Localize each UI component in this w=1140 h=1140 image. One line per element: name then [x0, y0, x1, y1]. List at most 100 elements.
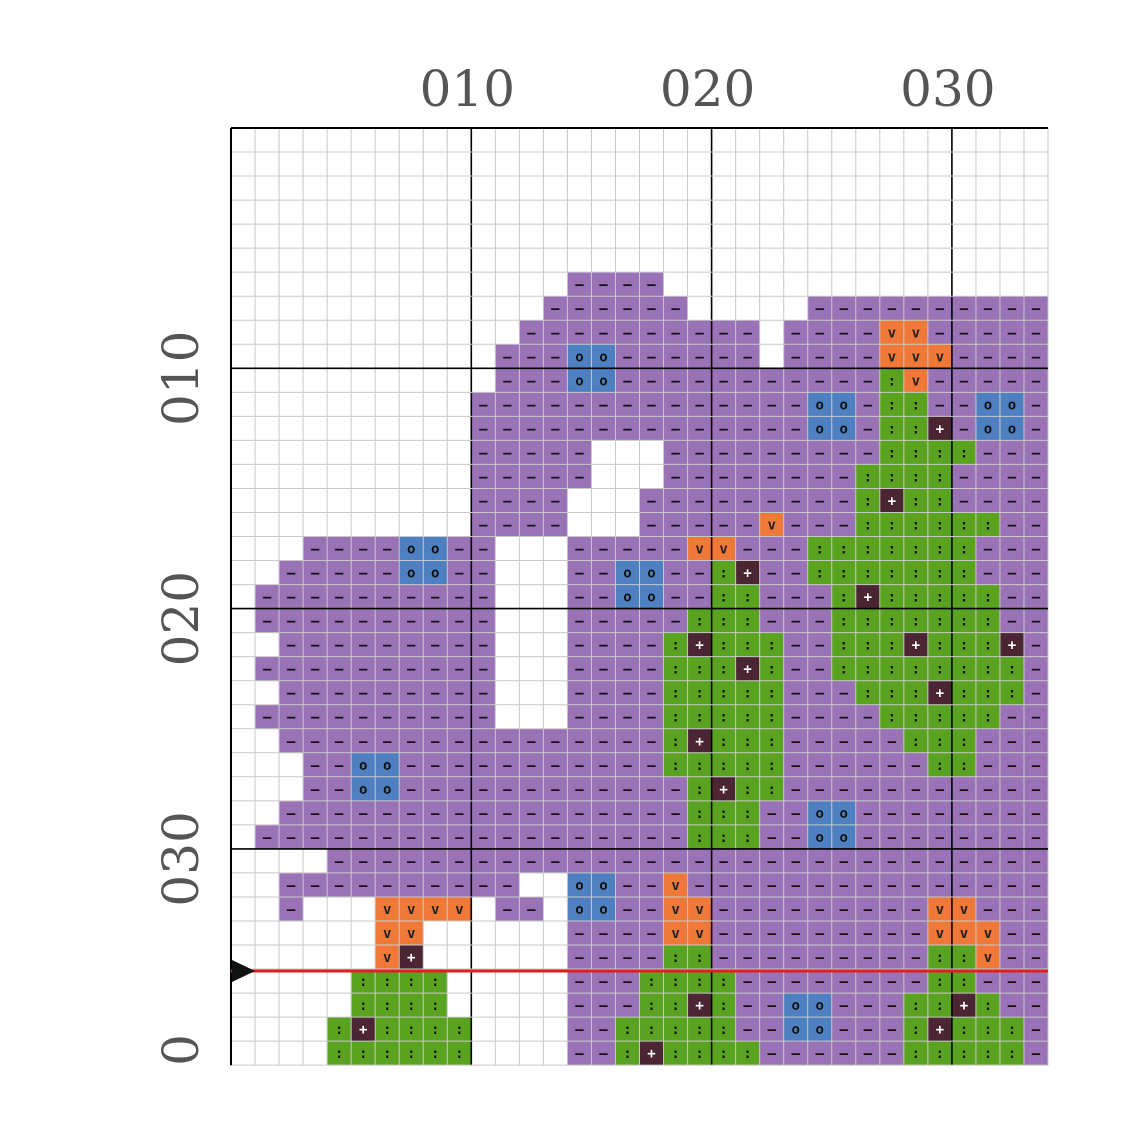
stitch-symbol: – — [960, 373, 969, 389]
stitch-purple — [759, 416, 784, 441]
stitch-purple — [807, 368, 832, 393]
stitch-symbol: – — [335, 686, 344, 702]
stitch-purple — [303, 584, 328, 609]
stitch-purple — [567, 752, 592, 777]
stitch-symbol: – — [984, 758, 993, 774]
stitch-symbol: : — [695, 1022, 703, 1038]
stitch-symbol: – — [767, 421, 776, 437]
stitch-symbol: – — [431, 590, 440, 606]
stitch-purple — [1023, 584, 1049, 609]
stitch-symbol: – — [551, 493, 560, 509]
stitch-symbol: : — [936, 445, 944, 461]
stitch-symbol: : — [984, 1046, 992, 1062]
stitch-purple — [759, 536, 784, 561]
stitch-purple — [615, 344, 640, 369]
stitch-symbol: – — [1032, 397, 1041, 413]
stitch-symbol: – — [791, 902, 800, 918]
stitch-symbol: – — [407, 854, 416, 870]
stitch-symbol: – — [623, 950, 632, 966]
stitch-purple — [351, 824, 376, 849]
stitch-symbol: – — [527, 517, 536, 533]
stitch-purple — [975, 320, 1000, 345]
stitch-orange — [423, 896, 448, 921]
stitch-symbol: : — [743, 614, 751, 630]
stitch-symbol: – — [287, 902, 296, 918]
stitch-purple — [903, 776, 928, 801]
stitch-green — [663, 1041, 688, 1066]
stitch-symbol: – — [383, 686, 392, 702]
stitch-symbol: : — [816, 542, 824, 558]
stitch-symbol: – — [960, 493, 969, 509]
stitch-purple — [783, 848, 808, 873]
stitch-purple — [663, 776, 688, 801]
stitch-purple — [831, 848, 856, 873]
stitch-green — [735, 824, 760, 849]
stitch-symbol: – — [1032, 758, 1041, 774]
stitch-green — [663, 945, 688, 970]
stitch-symbol: – — [864, 806, 873, 822]
stitch-purple — [951, 488, 976, 513]
stitch-symbol: – — [1032, 1022, 1041, 1038]
stitch-purple — [495, 848, 520, 873]
stitch-purple — [903, 920, 928, 946]
stitch-purple — [591, 969, 616, 994]
stitch-symbol: v — [912, 349, 920, 365]
stitch-orange — [447, 896, 472, 921]
stitch-symbol: – — [287, 710, 296, 726]
stitch-green — [663, 728, 688, 753]
stitch-purple — [879, 800, 904, 825]
stitch-purple — [543, 824, 568, 849]
stitch-symbol: – — [1032, 517, 1041, 533]
stitch-green — [423, 993, 448, 1018]
stitch-purple — [855, 440, 880, 465]
stitch-purple — [543, 848, 568, 873]
stitch-symbol: – — [1008, 974, 1017, 990]
stitch-purple — [807, 632, 832, 657]
stitch-symbol: : — [936, 493, 944, 509]
stitch-purple — [639, 704, 664, 729]
stitch-purple — [567, 464, 592, 489]
stitch-symbol: – — [695, 469, 704, 485]
stitch-green — [975, 993, 1000, 1018]
stitch-symbol: : — [671, 974, 679, 990]
stitch-green — [759, 728, 784, 753]
stitch-orange — [951, 920, 976, 946]
stitch-symbol: – — [840, 950, 849, 966]
stitch-symbol: : — [912, 445, 920, 461]
stitch-symbol: – — [719, 902, 728, 918]
stitch-purple — [519, 344, 544, 369]
stitch-purple — [735, 320, 760, 345]
stitch-symbol: – — [671, 349, 680, 365]
stitch-purple — [591, 584, 616, 609]
stitch-purple — [927, 320, 952, 345]
stitch-green — [759, 632, 784, 657]
stitch-green — [903, 1017, 928, 1042]
stitch-purple — [951, 344, 976, 369]
stitch-blue — [591, 368, 616, 393]
stitch-purple — [327, 680, 352, 705]
stitch-green — [903, 464, 928, 489]
stitch-purple — [591, 1041, 616, 1066]
stitch-purple — [471, 416, 496, 441]
stitch-purple — [375, 800, 400, 825]
stitch-purple — [711, 920, 736, 946]
stitch-symbol: – — [311, 662, 320, 678]
stitch-orange — [711, 536, 736, 561]
stitch-symbol: : — [719, 830, 727, 846]
stitch-symbol: – — [575, 566, 584, 582]
stitch-purple — [663, 416, 688, 441]
arrow-right-icon — [232, 960, 255, 983]
stitch-symbol: – — [623, 421, 632, 437]
stitch-purple — [879, 752, 904, 777]
stitch-green — [687, 656, 712, 681]
stitch-purple — [783, 896, 808, 921]
stitch-symbol: : — [888, 638, 896, 654]
stitch-symbol: – — [695, 349, 704, 365]
stitch-symbol: – — [383, 734, 392, 750]
stitch-purple — [807, 896, 832, 921]
stitch-purple — [543, 464, 568, 489]
stitch-symbol: : — [623, 1046, 631, 1062]
stitch-symbol: – — [311, 542, 320, 558]
stitch-symbol: – — [503, 517, 512, 533]
stitch-green — [399, 969, 424, 994]
